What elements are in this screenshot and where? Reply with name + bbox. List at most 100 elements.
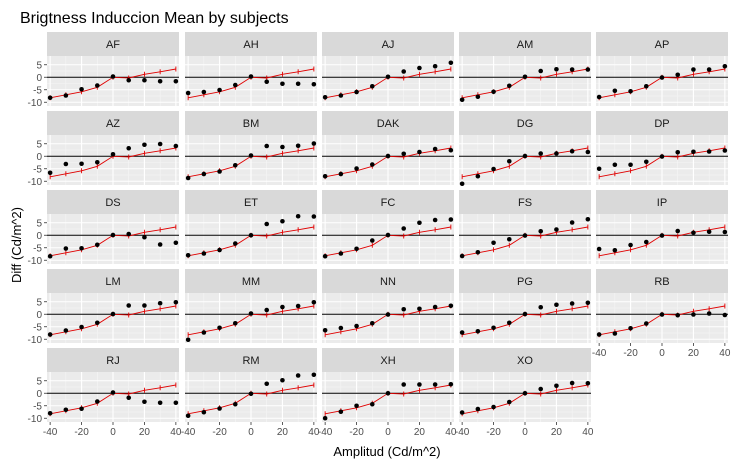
data-point — [94, 320, 100, 326]
facet-strip — [596, 190, 728, 214]
data-point — [79, 245, 84, 251]
data-point — [295, 373, 301, 378]
facet-strip-label: ET — [244, 197, 258, 209]
data-point — [264, 381, 270, 387]
data-point — [659, 233, 665, 238]
data-point — [79, 161, 84, 167]
data-point — [232, 162, 238, 168]
facet-panel-ds: DS -10 -50 5 — [28, 190, 179, 267]
data-point — [94, 159, 100, 165]
data-point — [506, 158, 512, 164]
data-point — [63, 93, 69, 98]
facet-panel-fc: FC — [322, 190, 454, 264]
facet-panel-lm: LM -10 -50 5 — [28, 269, 179, 346]
data-point — [385, 312, 391, 317]
data-point — [369, 320, 375, 326]
facet-panel-pg: PG — [459, 269, 591, 343]
data-point — [173, 143, 179, 149]
data-point — [522, 233, 528, 238]
data-point — [522, 390, 528, 396]
data-point — [475, 406, 481, 412]
data-point — [264, 221, 270, 227]
data-point — [691, 312, 696, 317]
facet-panel-ap: AP — [596, 32, 728, 106]
data-point — [264, 143, 270, 149]
y-tick-label: -10 — [28, 335, 43, 346]
data-point — [338, 171, 344, 177]
data-point — [322, 253, 328, 259]
data-point — [338, 251, 344, 256]
data-point — [185, 90, 191, 96]
data-point — [432, 382, 438, 387]
data-point — [248, 153, 254, 158]
facet-strip — [47, 190, 179, 214]
y-tick-label: -5 — [33, 401, 42, 412]
data-point — [612, 247, 618, 253]
data-point — [248, 391, 254, 397]
data-point — [675, 72, 681, 78]
y-tick-label: 0 — [36, 389, 42, 400]
facet-strip-label: AF — [106, 39, 120, 51]
data-point — [157, 400, 163, 406]
data-point — [63, 246, 69, 251]
data-point — [248, 232, 254, 238]
data-point — [369, 83, 375, 89]
data-point — [201, 330, 207, 335]
facet-panel-xh: XH -40 -20 0 20 40 — [318, 348, 457, 438]
data-point — [706, 67, 712, 72]
data-point — [217, 169, 222, 174]
facet-panel-bm: BM — [185, 111, 317, 185]
data-point — [596, 94, 602, 100]
data-point — [506, 83, 512, 89]
x-axis-label: Amplitud (Cd/m^2) — [333, 444, 440, 459]
data-point — [643, 239, 649, 245]
data-point — [369, 162, 375, 167]
data-point — [475, 173, 481, 179]
facet-strip — [47, 348, 179, 372]
data-point — [217, 406, 222, 411]
data-point — [448, 303, 454, 309]
data-point — [94, 83, 100, 88]
facet-panel-fs: FS — [459, 190, 591, 264]
facet-strip-label: MM — [242, 276, 260, 288]
y-axis-label: Diff (Cd/m^2) — [9, 207, 24, 283]
x-tick-label: -20 — [74, 427, 89, 438]
x-tick-label: -20 — [349, 427, 364, 438]
data-point — [448, 147, 454, 153]
y-tick-label: -10 — [28, 256, 43, 267]
data-point — [201, 409, 207, 415]
data-point — [417, 65, 422, 71]
facet-strip — [459, 111, 591, 135]
data-point — [475, 328, 481, 334]
data-point — [280, 144, 285, 150]
facet-panel-af: AF -10 -50 5 — [28, 32, 179, 109]
facet-strip-label: BM — [243, 118, 260, 130]
data-point — [401, 226, 407, 231]
data-point — [201, 171, 207, 177]
data-point — [628, 88, 633, 94]
x-tick-label: -20 — [486, 427, 501, 438]
facet-strip — [459, 269, 591, 293]
data-point — [585, 67, 591, 72]
data-point — [126, 231, 132, 237]
y-tick-label: 0 — [36, 152, 42, 163]
data-point — [322, 415, 328, 421]
data-point — [554, 302, 559, 308]
data-point — [491, 325, 496, 331]
data-point — [491, 166, 496, 172]
data-point — [596, 332, 602, 337]
facet-panel-xo: XO -40 -20 0 20 40 — [455, 348, 594, 438]
data-point — [538, 228, 544, 234]
x-tick-label: 40 — [719, 348, 731, 359]
data-point — [569, 301, 575, 306]
data-point — [459, 410, 465, 415]
data-point — [157, 242, 163, 247]
data-point — [691, 67, 696, 72]
data-point — [126, 303, 132, 308]
data-point — [722, 63, 728, 69]
data-point — [185, 175, 191, 181]
data-point — [311, 81, 317, 87]
data-point — [491, 240, 496, 246]
data-point — [63, 161, 69, 167]
